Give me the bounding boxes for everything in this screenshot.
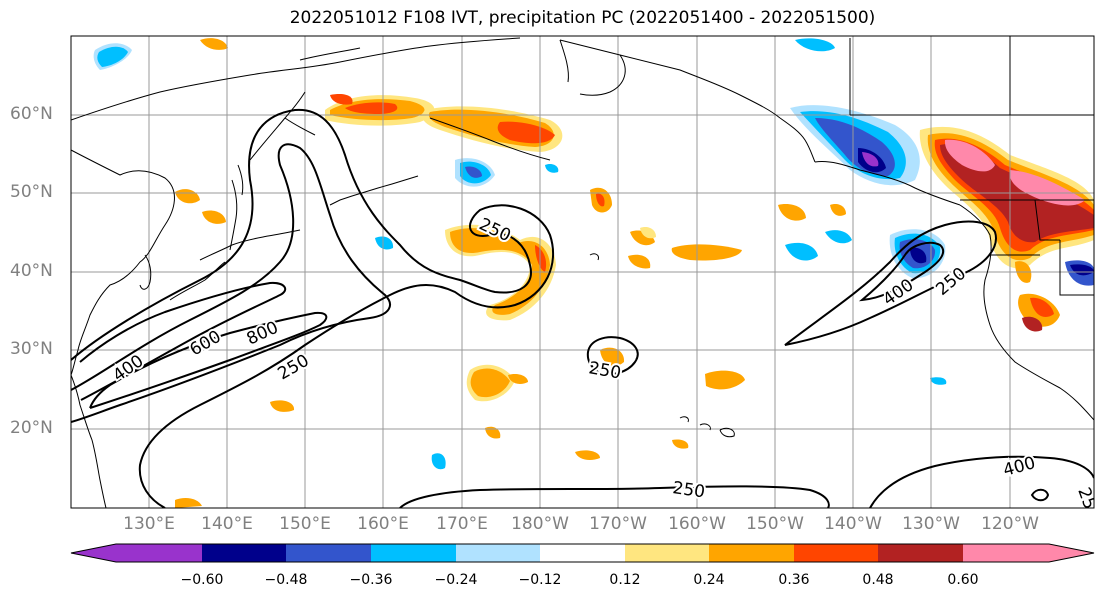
lat-label: 50°N — [10, 182, 53, 202]
lon-label: 150°W — [746, 514, 804, 534]
colorbar-tick-label: 0.36 — [778, 572, 810, 588]
colorbar-segment — [456, 544, 540, 562]
coastlines — [71, 36, 1094, 508]
lon-label: 180°W — [511, 514, 569, 534]
gridlines — [71, 36, 1094, 508]
lon-label: 150°E — [279, 514, 331, 534]
colorbar-segment — [794, 544, 878, 562]
colorbar-segment — [963, 544, 1049, 562]
colorbar-extend-low — [71, 544, 116, 562]
colorbar-segment — [286, 544, 371, 562]
map-frame — [70, 35, 1095, 509]
lon-label: 170°W — [589, 514, 647, 534]
contour-label: 250 — [1073, 485, 1103, 522]
colorbar-extend-high — [1049, 544, 1094, 562]
colorbar-tick-label: 0.48 — [862, 572, 894, 588]
lat-label: 60°N — [10, 104, 53, 124]
colorbar-tick-label: −0.12 — [518, 572, 562, 588]
ivt-contours — [71, 108, 1094, 508]
colorbar-tick-label: 0.60 — [947, 572, 979, 588]
colorbar-segment — [625, 544, 709, 562]
colorbar-segment — [116, 544, 202, 562]
lat-label: 40°N — [10, 261, 53, 281]
lon-label: 140°E — [201, 514, 253, 534]
lon-label: 140°W — [824, 514, 882, 534]
colorbar-tick-label: 0.12 — [609, 572, 641, 588]
lon-label: 130°E — [123, 514, 175, 534]
colorbar-segment — [202, 544, 286, 562]
lon-label: 170°E — [436, 514, 488, 534]
colorbar — [70, 543, 1095, 563]
colorbar-tick-label: −0.36 — [349, 572, 393, 588]
lat-label: 30°N — [10, 339, 53, 359]
colorbar-segment — [878, 544, 963, 562]
lon-label: 160°E — [357, 514, 409, 534]
lon-label: 120°W — [981, 514, 1039, 534]
colorbar-tick-label: 0.24 — [693, 572, 725, 588]
colorbar-segment — [371, 544, 456, 562]
colorbar-segment — [540, 544, 625, 562]
map-title: 2022051012 F108 IVT, precipitation PC (2… — [289, 8, 876, 28]
colorbar-tick-label: −0.24 — [434, 572, 478, 588]
lat-label: 20°N — [10, 418, 53, 438]
colorbar-tick-label: −0.60 — [180, 572, 224, 588]
colorbar-outline — [70, 543, 1095, 563]
colorbar-tick-label: −0.48 — [264, 572, 308, 588]
lon-label: 160°W — [668, 514, 726, 534]
lon-label: 130°W — [902, 514, 960, 534]
colorbar-segment — [709, 544, 794, 562]
